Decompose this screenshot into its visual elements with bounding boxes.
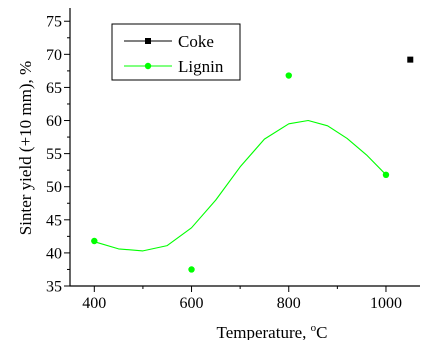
plot-area — [91, 56, 414, 273]
x-tick-label: 1000 — [370, 295, 402, 312]
lignin-point — [91, 237, 98, 245]
y-axis-title: Sinter yield (+10 mm), % — [16, 61, 35, 235]
x-tick-label: 800 — [277, 295, 301, 312]
y-tick-label: 60 — [46, 113, 62, 130]
legend-lignin-label: Lignin — [178, 57, 224, 76]
y-tick-label: 65 — [46, 80, 62, 97]
y-axis-ticks: 35 40 45 50 55 60 65 70 75 — [46, 14, 70, 296]
lignin-trend-line — [94, 119, 387, 252]
y-tick-label: 50 — [46, 179, 62, 196]
x-axis-title: Temperature, oC — [217, 322, 328, 340]
coke-point — [407, 56, 414, 63]
y-tick-label: 40 — [46, 245, 62, 262]
y-tick-label: 75 — [46, 14, 62, 31]
lignin-point — [285, 72, 292, 79]
y-tick-label: 35 — [46, 279, 62, 296]
x-axis-title-degree: o — [311, 322, 317, 334]
lignin-point — [382, 171, 390, 178]
x-tick-label: 600 — [180, 295, 204, 312]
legend-coke-label: Coke — [178, 32, 214, 51]
legend-box — [111, 23, 241, 81]
legend-lignin-marker — [144, 62, 152, 70]
y-tick-label: 55 — [46, 146, 62, 163]
x-axis-ticks: 400 600 800 1000 — [82, 286, 402, 312]
y-tick-label: 45 — [46, 212, 62, 229]
x-axis-title-main: Temperature, — [217, 323, 311, 340]
lignin-point — [188, 266, 195, 273]
y-tick-label: 70 — [46, 47, 62, 64]
legend: Coke Lignin — [111, 23, 241, 81]
x-tick-label: 400 — [82, 295, 106, 312]
legend-coke-marker — [145, 38, 151, 44]
x-axis-title-unit: C — [316, 323, 327, 340]
